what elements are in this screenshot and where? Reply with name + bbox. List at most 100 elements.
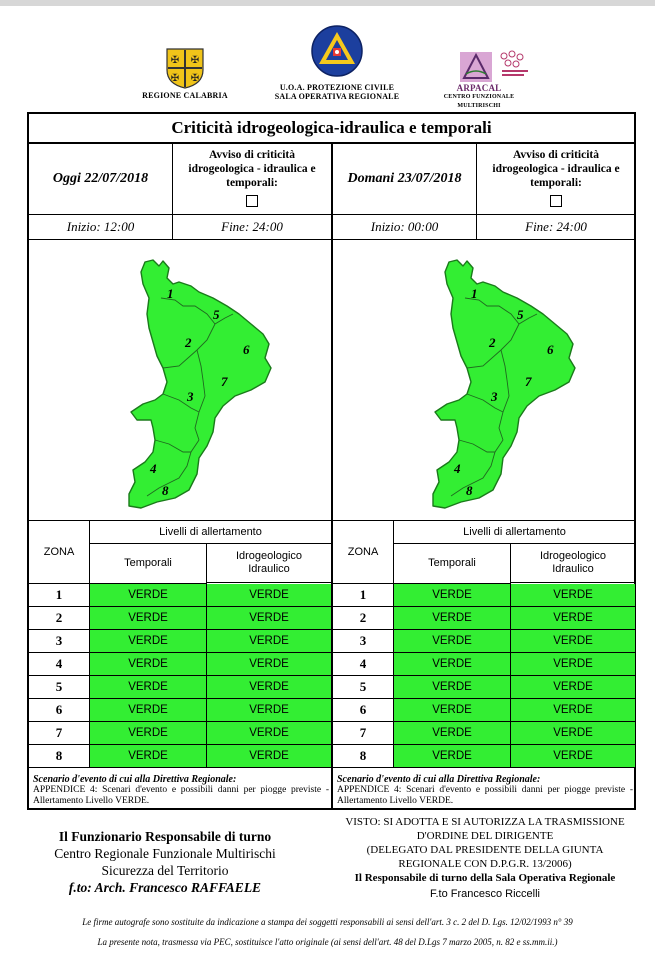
- today-avviso-line3: temporali:: [226, 177, 278, 189]
- today-idro-header: Idrogeologico Idraulico: [207, 544, 331, 583]
- today-avviso-checkbox: [246, 195, 258, 207]
- zone-number: 1: [333, 584, 394, 606]
- idro-level: VERDE: [511, 699, 635, 721]
- zone-number: 6: [29, 699, 90, 721]
- idro-level: VERDE: [511, 584, 635, 606]
- idro-level: VERDE: [511, 653, 635, 675]
- footer-left: Il Funzionario Responsabile di turno Cen…: [30, 828, 300, 897]
- temporali-level: VERDE: [90, 722, 207, 744]
- zone-boundary: [458, 439, 495, 453]
- zone-boundary: [146, 439, 200, 497]
- today-times: Inizio: 12:00 Fine: 24:00: [29, 215, 331, 240]
- temporali-level: VERDE: [90, 584, 207, 606]
- idro-level: VERDE: [511, 630, 635, 652]
- tomorrow-header: Domani 23/07/2018 Avviso di criticità id…: [333, 144, 635, 215]
- table-row: 4 VERDE VERDE: [333, 653, 635, 676]
- svg-text:✠: ✠: [171, 55, 179, 66]
- map-zone-label: 4: [453, 461, 461, 476]
- temporali-level: VERDE: [394, 745, 511, 767]
- svg-text:✠: ✠: [171, 73, 179, 84]
- zone-number: 5: [29, 676, 90, 698]
- arpacal-subcaption: CENTRO FUNZIONALE MULTIRISCHI: [443, 94, 515, 109]
- map-zone-label: 6: [547, 342, 554, 357]
- zone-number: 5: [333, 676, 394, 698]
- map-zone-label: 3: [186, 389, 194, 404]
- map-zone-label: 6: [243, 342, 250, 357]
- footer-right-line3: (DELEGATO DAL PRESIDENTE DELLA GIUNTA: [366, 844, 604, 856]
- temporali-level: VERDE: [394, 699, 511, 721]
- today-temporali-header: Temporali: [90, 544, 207, 584]
- zone-number: 4: [29, 653, 90, 675]
- tomorrow-avviso-line2: idrogeologica - idraulica e: [492, 163, 620, 175]
- map-zone-label: 8: [162, 483, 169, 498]
- regione-calabria-crest-icon: ✠ ✠ ✠ ✠: [166, 48, 204, 89]
- protezione-civile-caption-2: SALA OPERATIVA REGIONALE: [274, 92, 400, 101]
- idro-level: VERDE: [207, 653, 331, 675]
- tomorrow-avviso-line3: temporali:: [530, 177, 582, 189]
- tomorrow-levels-header: Livelli di allertamento: [394, 521, 635, 544]
- tomorrow-idro-header-line1: Idrogeologico: [539, 550, 607, 562]
- centro-funzionale-mark-icon: [500, 50, 528, 76]
- protezione-civile-caption-1: U.O.A. PROTEZIONE CIVILE: [279, 83, 395, 92]
- top-rule: [0, 0, 655, 6]
- table-row: 7 VERDE VERDE: [333, 722, 635, 745]
- map-zone-label: 8: [466, 483, 473, 498]
- table-row: 6 VERDE VERDE: [333, 699, 635, 722]
- table-row: 5 VERDE VERDE: [333, 676, 635, 699]
- protezione-civile-logo: U.O.A. PROTEZIONE CIVILE SALA OPERATIVA …: [262, 24, 412, 101]
- temporali-level: VERDE: [394, 676, 511, 698]
- zone-number: 2: [29, 607, 90, 629]
- today-idro-header-line1: Idrogeologico: [235, 550, 303, 562]
- temporali-level: VERDE: [90, 699, 207, 721]
- footer-left-line1: Il Funzionario Responsabile di turno: [58, 829, 272, 844]
- zone-boundary: [196, 313, 234, 351]
- footer-right-line6: F.to Francesco Riccelli: [429, 888, 541, 900]
- table-row: 8 VERDE VERDE: [333, 745, 635, 768]
- today-scenario-body: APPENDICE 4: Scenari d'evento e possibil…: [33, 785, 329, 806]
- tomorrow-idro-header-line2: Idraulico: [552, 563, 594, 575]
- zone-number: 7: [29, 722, 90, 744]
- map-zone-label: 1: [167, 286, 174, 301]
- arpacal-mark-icon: [460, 52, 492, 82]
- idro-level: VERDE: [207, 630, 331, 652]
- zone-boundary: [464, 297, 520, 325]
- tomorrow-rows: 1 VERDE VERDE 2 VERDE VERDE 3 VERDE VERDE 4 VER…: [333, 584, 635, 768]
- today-calabria-map: 1 2 3 4 5 6 7 8: [128, 259, 272, 509]
- today-levels-header: Livelli di allertamento: [90, 521, 331, 544]
- footer-left-line3: Sicurezza del Territorio: [101, 863, 229, 878]
- table-row: 6 VERDE VERDE: [29, 699, 331, 722]
- map-zone-label: 7: [221, 374, 228, 389]
- calabria-region-shape: [128, 259, 272, 509]
- today-avviso-line2: idrogeologica - idraulica e: [188, 163, 316, 175]
- idro-level: VERDE: [207, 699, 331, 721]
- today-scenario-title: Scenario d'evento di cui alla Direttiva …: [33, 774, 237, 785]
- zone-boundary: [500, 349, 508, 381]
- tomorrow-scenario: Scenario d'evento di cui alla Direttiva …: [337, 774, 633, 807]
- today-map: 1 2 3 4 5 6 7 8: [29, 240, 331, 521]
- today-inizio: Inizio: 12:00: [29, 215, 173, 239]
- today-fine: Fine: 24:00: [221, 219, 283, 234]
- svg-text:✠: ✠: [191, 55, 199, 66]
- zone-boundary: [162, 393, 200, 413]
- zone-number: 8: [333, 745, 394, 767]
- footer-left-line4: f.to: Arch. Francesco RAFFAELE: [68, 880, 262, 895]
- tomorrow-inizio: Inizio: 00:00: [333, 215, 477, 239]
- today-avviso: Avviso di criticità idrogeologica - idra…: [173, 148, 331, 190]
- tomorrow-fine: Fine: 24:00: [525, 219, 587, 234]
- tomorrow-map: 1 2 3 4 5 6 7 8: [333, 240, 635, 521]
- idro-level: VERDE: [207, 745, 331, 767]
- tomorrow-times: Inizio: 00:00 Fine: 24:00: [333, 215, 635, 240]
- tomorrow-scenario-body: APPENDICE 4: Scenari d'evento e possibil…: [337, 785, 633, 806]
- legal-note-2: La presente nota, trasmessa via PEC, sos…: [97, 937, 558, 947]
- today-avviso-line1: Avviso di criticità: [208, 149, 296, 161]
- zone-boundary: [450, 439, 504, 497]
- tomorrow-idro-header: Idrogeologico Idraulico: [511, 544, 635, 583]
- legal-note-1: Le firme autografe sono sostituite da in…: [82, 917, 573, 927]
- zone-boundary: [466, 349, 502, 369]
- zone-number: 4: [333, 653, 394, 675]
- zone-number: 8: [29, 745, 90, 767]
- zone-boundary: [196, 349, 204, 381]
- map-zone-label: 2: [184, 335, 192, 350]
- map-zone-label: 1: [471, 286, 478, 301]
- map-zone-label: 5: [517, 307, 524, 322]
